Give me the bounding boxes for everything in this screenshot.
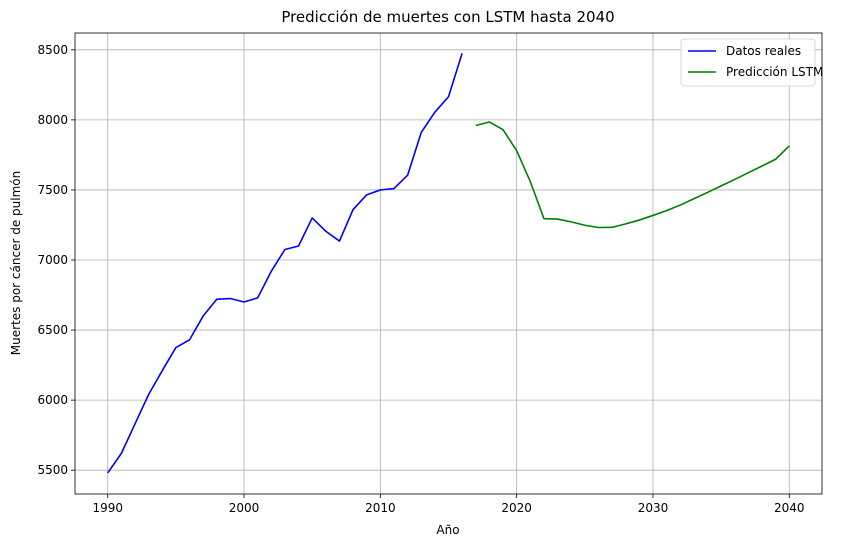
- plot-frame: [74, 32, 823, 495]
- x-tick-label: 2000: [229, 501, 260, 515]
- y-tick-label: 8500: [37, 43, 68, 57]
- grid: [75, 33, 822, 494]
- x-tick-label: 2040: [774, 501, 805, 515]
- plot-series: [107, 53, 790, 474]
- y-tick-label: 6500: [37, 323, 68, 337]
- y-tick-label: 7000: [37, 253, 68, 267]
- legend: Datos reales Predicción LSTM: [680, 38, 823, 87]
- y-tick-label: 5500: [37, 463, 68, 477]
- x-axis-label: Año: [436, 523, 459, 537]
- legend-label-datos-reales: Datos reales: [726, 44, 801, 58]
- y-axis-label: Muertes por cáncer de pulmón: [9, 171, 23, 355]
- x-tick-label: 2010: [365, 501, 396, 515]
- x-tick-label: 1990: [92, 501, 123, 515]
- x-tick-label: 2030: [638, 501, 669, 515]
- series-line-1: [475, 121, 790, 229]
- y-tick-label: 7500: [37, 183, 68, 197]
- y-axis: 5500 6000 6500 7000 7500 8000 8500: [37, 43, 75, 477]
- series-line-0: [107, 53, 463, 474]
- x-tick-label: 2020: [501, 501, 532, 515]
- y-tick-label: 8000: [37, 113, 68, 127]
- chart-title: Predicción de muertes con LSTM hasta 204…: [281, 8, 614, 26]
- legend-label-prediccion-lstm: Predicción LSTM: [726, 65, 823, 79]
- y-tick-label: 6000: [37, 393, 68, 407]
- x-axis: 1990 2000 2010 2020 2030 2040: [92, 494, 805, 515]
